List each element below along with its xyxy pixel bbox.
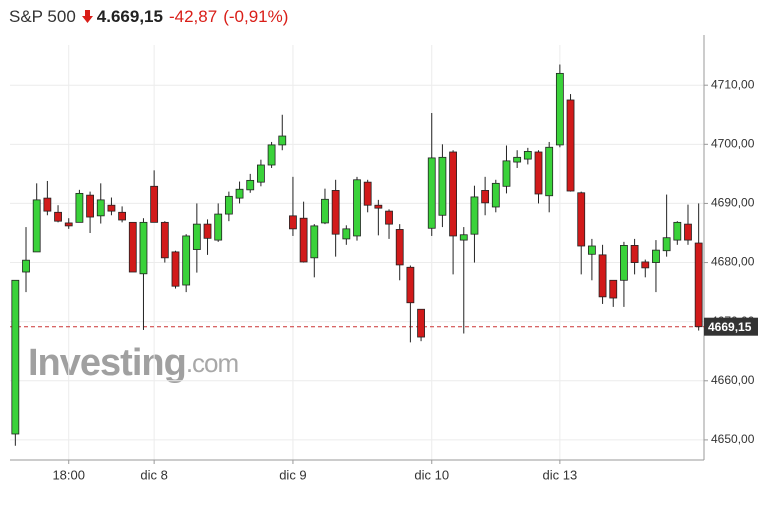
candle-body	[118, 211, 127, 221]
candle-body	[246, 179, 255, 191]
price: 4.669,15	[96, 7, 163, 26]
candle-body	[694, 242, 703, 328]
candle-body	[673, 221, 682, 241]
candle-body	[523, 151, 532, 160]
candle-body	[235, 188, 244, 199]
candle-body	[438, 156, 447, 216]
candle-body	[321, 198, 329, 224]
last-price-box	[704, 317, 758, 336]
candle-body	[513, 156, 522, 163]
candle-body	[395, 229, 404, 266]
change: -42,87	[168, 7, 218, 26]
candle-body	[598, 254, 607, 298]
candle-body	[502, 160, 511, 187]
candle-body	[652, 249, 660, 263]
y-tick-label: 4690,00	[711, 196, 755, 210]
candle-body	[353, 179, 361, 237]
x-tick-label: dic 13	[543, 467, 578, 482]
candle-body	[374, 204, 383, 209]
x-tick-label: dic 8	[140, 467, 167, 482]
candle-body	[310, 225, 319, 259]
candle-body	[32, 199, 41, 253]
candle-body	[86, 194, 94, 218]
candle-body	[566, 99, 575, 192]
candle-body	[427, 157, 436, 229]
x-tick-label: dic 10	[414, 467, 449, 482]
candle-body	[587, 245, 596, 255]
candle-body	[278, 135, 287, 146]
candle-body	[182, 235, 191, 286]
watermark-suffix: .com	[186, 348, 238, 378]
candle-body	[43, 197, 52, 212]
candle-body	[545, 146, 554, 197]
candle-body	[96, 199, 105, 217]
candle-body	[449, 151, 457, 237]
candle-body	[224, 195, 233, 215]
candle-body	[662, 237, 671, 252]
candle-body	[139, 221, 148, 275]
candle-body	[192, 223, 201, 250]
candle-body	[257, 164, 265, 183]
watermark: Investing.com	[28, 342, 238, 384]
candle-body	[107, 204, 116, 212]
candle-body	[299, 217, 308, 263]
candle-body	[577, 192, 586, 247]
x-tick-label: 18:00	[52, 467, 85, 482]
candle-body	[289, 215, 297, 230]
candle-body	[160, 221, 169, 259]
candle-body	[684, 223, 692, 241]
change-percent: (-0,91%)	[223, 7, 289, 26]
candle-body	[641, 261, 650, 269]
watermark-brand: Investing	[28, 342, 186, 384]
candle-body	[75, 192, 84, 223]
candle-body	[363, 181, 372, 206]
y-tick-label: 4700,00	[711, 136, 755, 150]
candle-body	[267, 144, 276, 166]
candle-body	[64, 222, 73, 227]
down-arrow-icon	[81, 10, 93, 23]
y-tick-label: 4710,00	[711, 77, 755, 91]
candle-body	[620, 245, 628, 281]
instrument-name: S&P 500	[9, 7, 76, 26]
last-price-label: 4669,15	[708, 320, 752, 334]
header: S&P 500 4.669,15 -42,87 (-0,91%)	[9, 7, 294, 27]
candle-body	[630, 245, 639, 263]
candle-body	[406, 266, 415, 304]
candle-body	[609, 279, 618, 299]
candle-body	[481, 190, 490, 204]
candle-body	[470, 196, 479, 235]
candle-body	[491, 182, 500, 208]
candle-body	[150, 185, 159, 223]
candle-body	[331, 190, 340, 235]
candle-body	[459, 234, 468, 241]
y-tick-label: 4680,00	[711, 255, 755, 269]
candle-body	[203, 223, 212, 239]
candle-body	[54, 211, 62, 222]
y-tick-label: 4660,00	[711, 373, 755, 387]
candle-body	[11, 279, 20, 435]
candle-body	[555, 72, 564, 146]
candle-body	[534, 151, 543, 195]
x-tick-label: dic 9	[279, 467, 306, 482]
y-tick-label: 4650,00	[711, 432, 755, 446]
candle-body	[171, 251, 180, 287]
candle-body	[22, 259, 30, 273]
candle-body	[214, 213, 223, 241]
candle-body	[417, 308, 425, 338]
candle-body	[128, 221, 137, 273]
candle-body	[385, 210, 393, 225]
candle-body	[342, 228, 351, 240]
